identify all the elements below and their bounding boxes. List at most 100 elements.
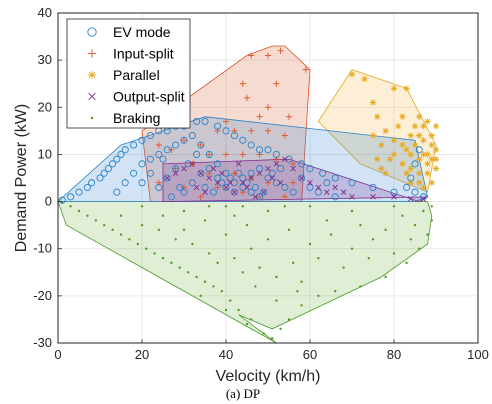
input-split-point — [248, 127, 255, 134]
braking-point — [271, 337, 274, 340]
ev-mode-point — [75, 188, 83, 196]
ev-mode-point — [209, 188, 217, 196]
input-split-point — [197, 141, 204, 149]
ev-mode-point — [88, 179, 96, 187]
ev-mode-point — [411, 160, 419, 168]
legend-label-braking: Braking — [113, 110, 160, 126]
braking-point — [174, 238, 177, 241]
output-split-point — [252, 194, 259, 200]
ev-mode-point — [146, 132, 154, 140]
ev-mode-point — [180, 188, 188, 196]
braking-point — [325, 219, 328, 222]
braking-region — [57, 201, 433, 344]
braking-point — [103, 223, 106, 227]
ev-mode-point — [277, 165, 285, 173]
parallel-point — [390, 137, 398, 144]
ev-mode-point — [323, 179, 331, 187]
output-split-point — [298, 175, 305, 181]
braking-point — [254, 285, 257, 288]
input-split-point — [273, 80, 280, 87]
output-split-point — [240, 179, 246, 186]
output-split-point — [235, 161, 242, 167]
output-split-point — [181, 165, 187, 172]
parallel-point — [420, 137, 427, 144]
parallel-point — [390, 151, 398, 158]
braking-point — [140, 223, 144, 227]
plot-area-frame — [57, 12, 479, 344]
parallel-point — [420, 123, 427, 130]
ev-mode-point — [117, 150, 125, 158]
input-split-point — [256, 151, 263, 158]
input-split-point — [155, 179, 162, 186]
parallel-point — [424, 151, 431, 158]
braking-point — [245, 223, 249, 227]
ev-mode-point — [96, 174, 104, 182]
braking-point — [422, 209, 425, 213]
parallel-point — [87, 70, 97, 80]
ev-mode-point — [176, 183, 184, 191]
ev-mode-point — [285, 155, 293, 163]
braking-point — [418, 247, 421, 250]
braking-point — [161, 256, 165, 260]
ev-mode-point — [109, 160, 117, 168]
ev-mode-point — [272, 179, 280, 187]
braking-point — [262, 332, 265, 335]
braking-point — [229, 299, 232, 302]
output-split-point — [193, 184, 200, 191]
figure-caption: (a) DP — [226, 386, 260, 401]
ev-mode-point — [256, 193, 264, 201]
braking-point — [119, 214, 123, 217]
parallel-point — [386, 156, 393, 163]
parallel-region — [317, 69, 437, 193]
ev-mode-point — [193, 117, 201, 125]
input-split-point — [285, 113, 293, 120]
output-split-point — [88, 92, 96, 101]
ev-mode-point — [239, 174, 247, 182]
braking-point — [128, 238, 131, 241]
y-tick-label: -30 — [33, 335, 52, 350]
braking-point — [308, 205, 312, 208]
braking-point — [250, 318, 253, 321]
braking-point — [233, 214, 236, 217]
y-tick-label: 10 — [38, 146, 52, 161]
x-tick-label: 100 — [467, 347, 489, 362]
braking-point — [208, 252, 211, 255]
braking-point — [241, 205, 244, 208]
output-split-point — [391, 194, 397, 200]
parallel-point — [428, 141, 435, 149]
braking-point — [241, 271, 244, 274]
y-axis-title: Demand Power (kW) — [13, 104, 30, 252]
ev-mode-point — [197, 169, 205, 177]
x-axis-title: Velocity (km/h) — [216, 368, 321, 385]
braking-point — [245, 322, 249, 326]
parallel-point — [416, 132, 423, 139]
output-split-point — [256, 170, 263, 177]
braking-point — [182, 209, 186, 213]
input-split-point — [290, 179, 297, 186]
braking-point — [359, 285, 362, 288]
braking-point — [392, 252, 396, 255]
input-split-point — [172, 165, 179, 172]
ev-mode-point — [218, 179, 226, 187]
braking-point — [153, 252, 156, 255]
y-tick-label: -20 — [33, 288, 52, 303]
braking-point — [283, 205, 286, 208]
ev-mode-point — [172, 165, 180, 173]
output-split-point — [231, 189, 238, 195]
braking-point — [384, 275, 387, 279]
ev-mode-point — [83, 183, 91, 191]
braking-point — [405, 261, 408, 265]
output-split-point — [290, 165, 296, 172]
ev-mode-point — [163, 146, 171, 154]
braking-point — [401, 214, 404, 217]
input-split-point — [214, 127, 221, 134]
ev-mode-point — [306, 165, 314, 173]
output-split-point — [277, 179, 284, 186]
braking-point — [266, 209, 270, 213]
parallel-point — [390, 85, 398, 92]
parallel-point — [361, 75, 368, 83]
parallel-point — [411, 141, 419, 149]
braking-point — [430, 205, 433, 208]
ev-mode-point — [155, 150, 163, 158]
ev-mode-point — [214, 174, 222, 182]
